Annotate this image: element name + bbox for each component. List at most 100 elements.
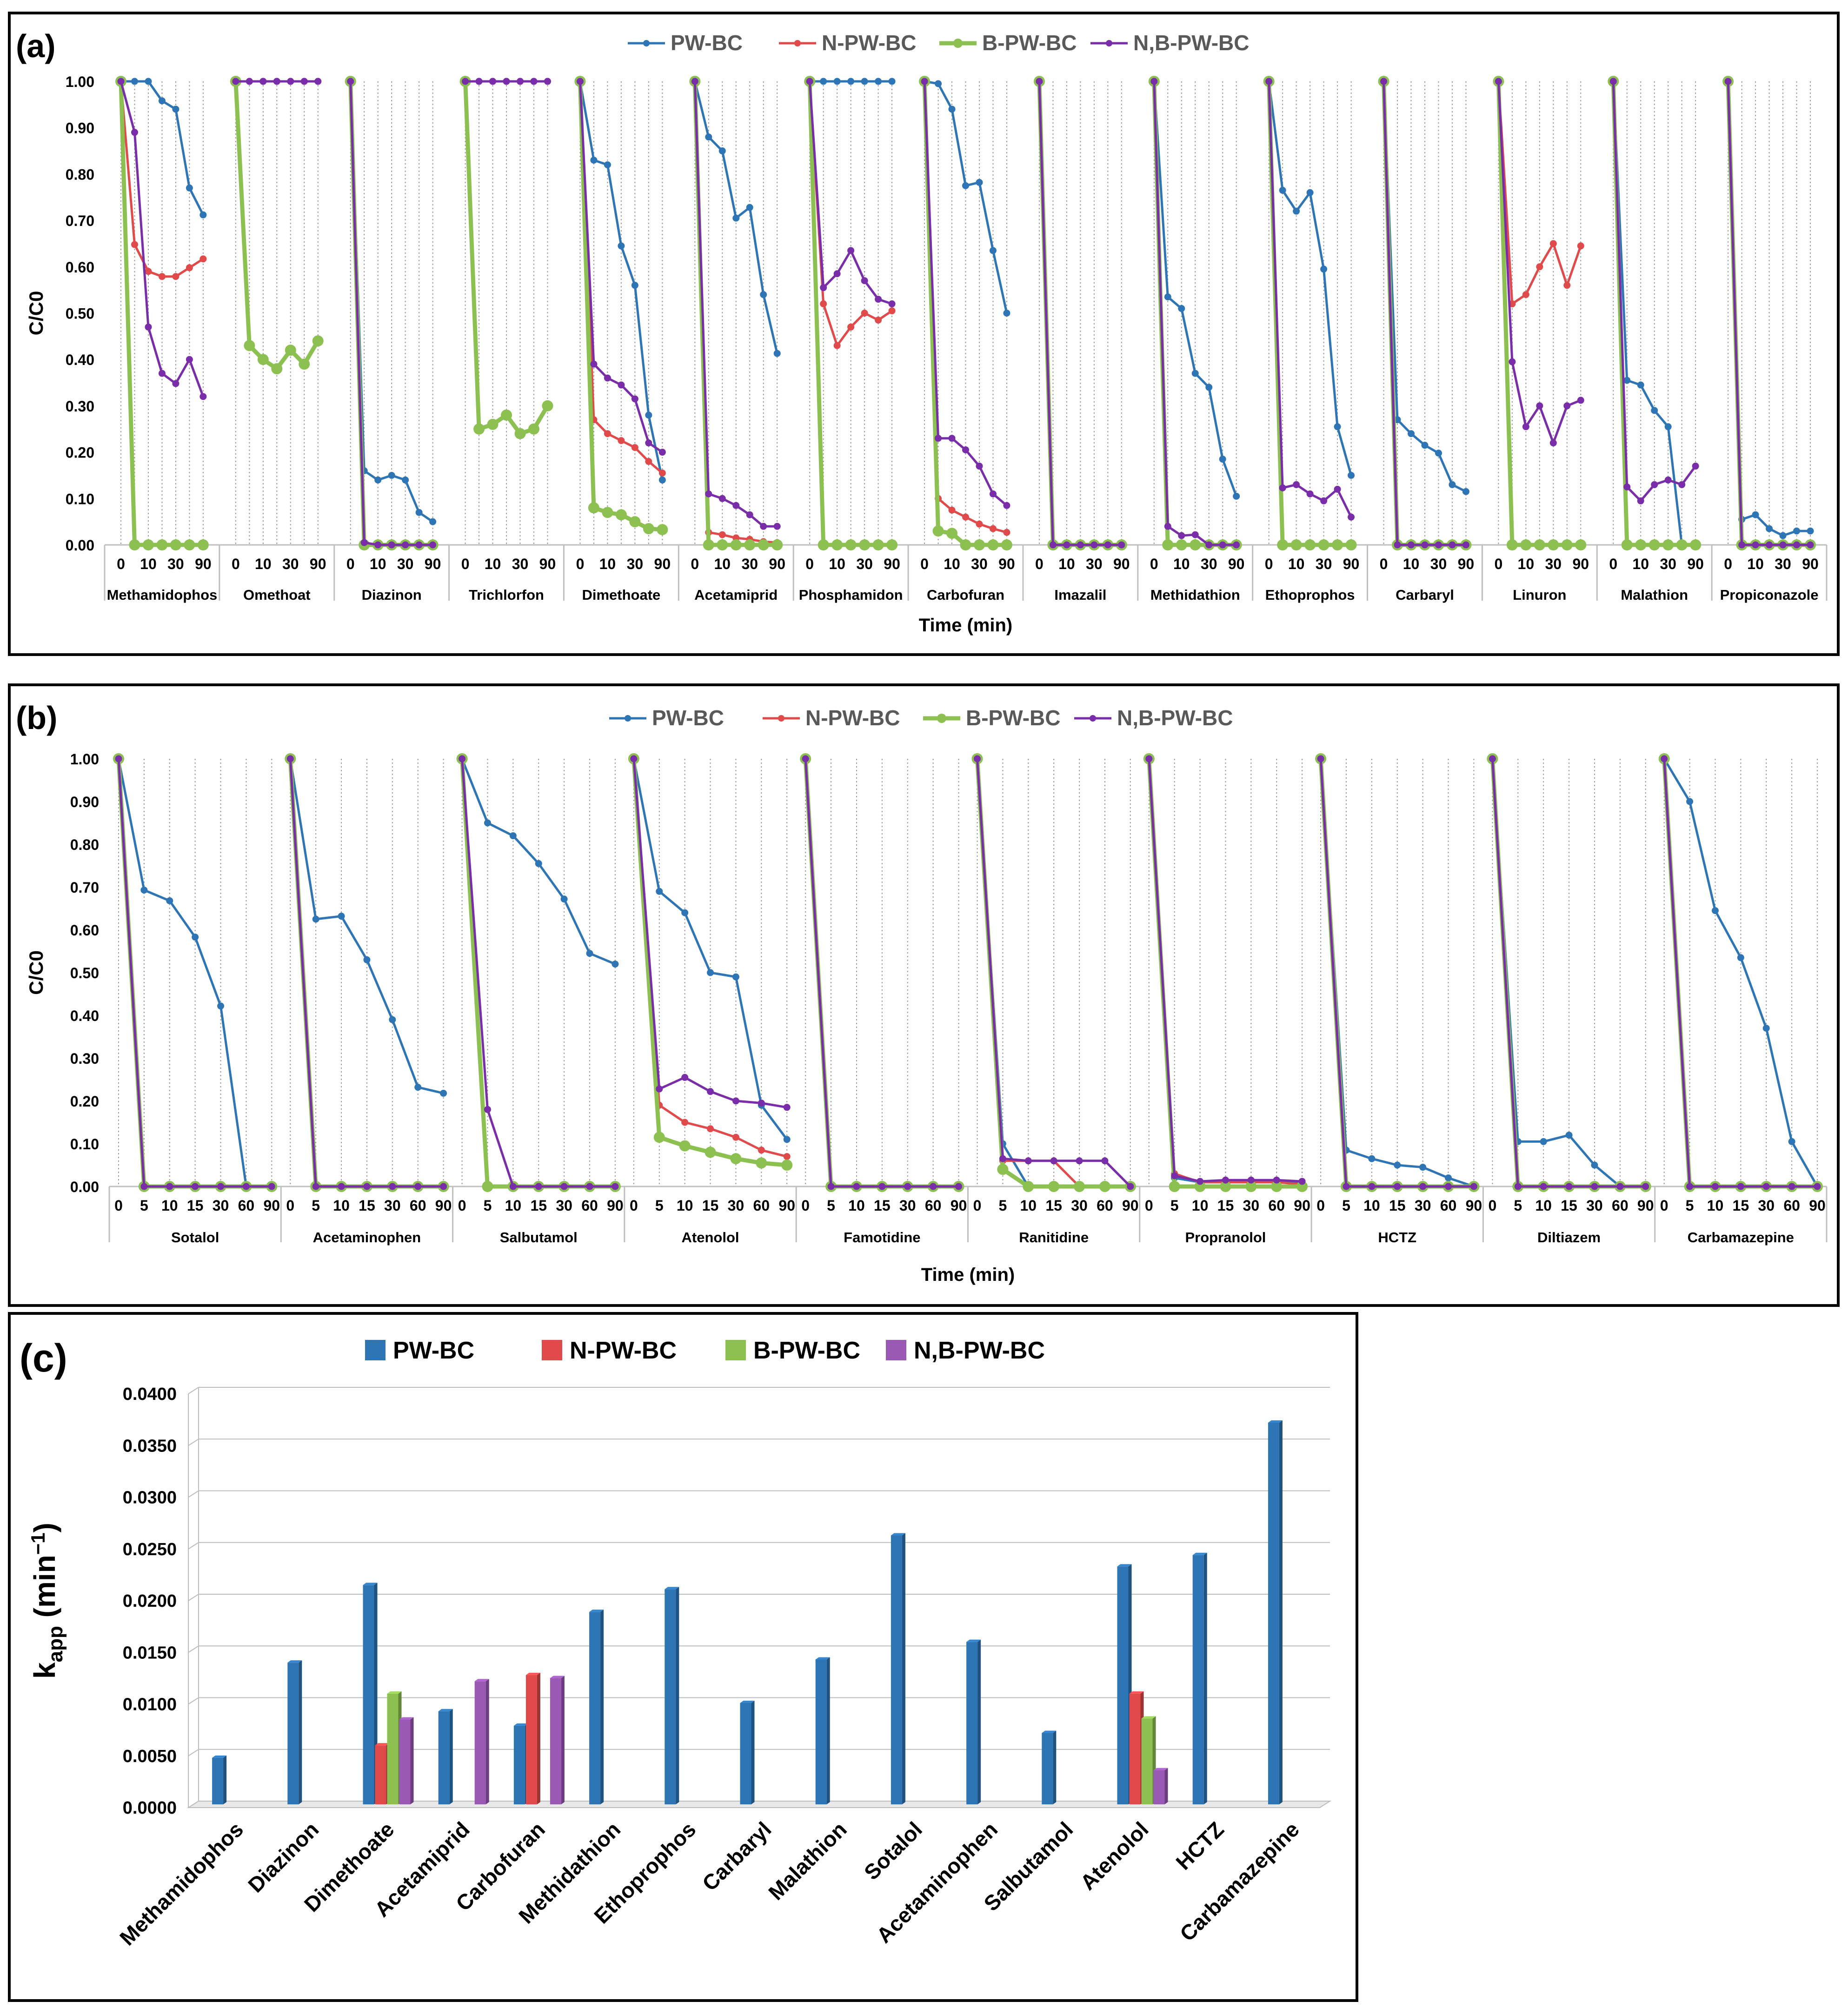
y-tick-label: 0.0250 [123, 1540, 177, 1559]
data-point [1219, 456, 1226, 463]
time-tick-label: 10 [370, 556, 386, 572]
time-tick-label: 30 [1316, 556, 1332, 572]
data-point [414, 1084, 422, 1091]
legend-swatch-marker [953, 39, 963, 48]
data-point [773, 350, 781, 357]
group-carbamazepine: 0 5 10 15 30 60 90 Carbamazepine [1654, 753, 1826, 1246]
bar-top [1042, 1730, 1057, 1733]
time-tick-label: 0 [286, 1197, 294, 1214]
time-tick-label: 15 [187, 1197, 204, 1214]
data-point [1662, 539, 1674, 550]
data-point [199, 211, 207, 219]
data-point [360, 539, 368, 546]
bar-front [1153, 1770, 1165, 1804]
data-point [631, 282, 638, 289]
group-name-label: Omethoat [243, 587, 311, 603]
y-label-subscript: app [44, 1626, 67, 1662]
data-point [1380, 78, 1388, 85]
data-point [1320, 265, 1328, 273]
data-point [140, 886, 148, 894]
time-tick-label: 90 [778, 1197, 795, 1214]
data-point [1279, 484, 1286, 491]
data-point [1074, 1181, 1085, 1192]
time-tick-label: 5 [140, 1197, 148, 1214]
data-point [1003, 502, 1010, 509]
legend-swatch-marker [643, 40, 650, 46]
group-name-label: Ranitidine [1019, 1229, 1089, 1246]
data-point [705, 1146, 716, 1158]
data-point [347, 78, 354, 85]
data-point [679, 1140, 691, 1152]
bar-pw-bc [363, 1583, 378, 1804]
data-point [1063, 541, 1070, 549]
data-point [1470, 1183, 1477, 1190]
data-point [487, 418, 499, 430]
data-point [705, 133, 712, 141]
data-point [1178, 532, 1185, 539]
data-point [440, 1089, 447, 1097]
data-point [604, 161, 611, 168]
data-point [131, 241, 138, 248]
data-point [1368, 1155, 1376, 1162]
data-point [976, 179, 983, 186]
data-point [643, 523, 654, 535]
time-tick-label: 90 [1687, 556, 1704, 572]
bar-top [363, 1583, 378, 1585]
bar-pw-bc [740, 1700, 755, 1804]
bar-top [399, 1717, 414, 1720]
data-point [948, 506, 956, 514]
data-point [244, 340, 255, 351]
data-point [1449, 481, 1456, 488]
data-point [758, 1100, 765, 1107]
time-tick-label: 10 [944, 556, 960, 572]
data-point [732, 1097, 739, 1105]
time-tick-label: 0 [461, 556, 470, 572]
time-tick-label: 15 [530, 1197, 547, 1214]
time-tick-label: 30 [741, 556, 758, 572]
series-pw-bc [691, 78, 781, 357]
data-point [1247, 1176, 1255, 1184]
y-tick-label: 0.90 [70, 794, 99, 810]
bar-side [410, 1717, 414, 1804]
data-point [827, 1183, 835, 1190]
data-point [861, 78, 868, 85]
series-n-b-pw-bc [232, 78, 322, 85]
data-point [1686, 798, 1694, 805]
series-n-b-pw-bc [630, 755, 791, 1111]
series-b-pw-bc [919, 76, 1012, 550]
data-point [1394, 541, 1401, 549]
data-point [199, 393, 207, 400]
data-point [172, 380, 179, 387]
bar-top [665, 1587, 679, 1590]
data-point [888, 307, 896, 315]
data-point [1678, 481, 1686, 488]
data-point [1793, 527, 1801, 535]
data-point [989, 247, 997, 254]
y-tick-label: 0.20 [70, 1093, 99, 1110]
series-b-pw-bc [628, 753, 793, 1171]
data-point [760, 523, 767, 530]
data-point [888, 78, 896, 85]
data-point [145, 78, 152, 85]
data-point [1577, 397, 1584, 404]
time-tick-label: 90 [1228, 556, 1245, 572]
y-tick-label: 0.60 [70, 922, 99, 939]
bar-top [1268, 1420, 1283, 1423]
time-tick-label: 0 [1380, 556, 1388, 572]
data-point [1191, 531, 1199, 538]
data-point [312, 915, 319, 923]
data-point [1609, 78, 1617, 85]
legend-swatch [365, 1340, 386, 1360]
bar-front [525, 1675, 537, 1804]
data-point [482, 1181, 493, 1192]
time-tick-label: 0 [691, 556, 699, 572]
time-tick-label: 10 [829, 556, 845, 572]
data-point [1514, 1183, 1522, 1190]
time-tick-label: 0 [1724, 556, 1732, 572]
series-n-pw-bc [576, 78, 666, 477]
data-point [1001, 539, 1012, 550]
bar-front [438, 1711, 450, 1804]
legend-label: N-PW-BC [570, 1337, 677, 1364]
time-tick-label: 90 [884, 556, 900, 572]
y-axis-label: C/C0 [25, 291, 47, 336]
